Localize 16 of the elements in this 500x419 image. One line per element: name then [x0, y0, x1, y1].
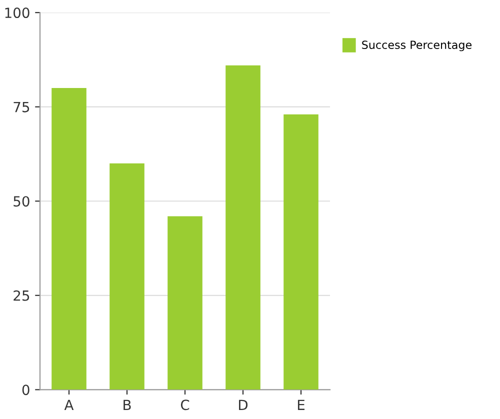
bar [52, 88, 86, 390]
bar [226, 65, 260, 390]
y-tick-label: 25 [14, 290, 30, 301]
x-tick-label: C [180, 400, 190, 410]
x-tick-label: A [64, 400, 74, 410]
y-tick-label: 50 [14, 196, 30, 207]
legend-label: Success Percentage [362, 40, 472, 52]
bar [110, 163, 144, 390]
x-tick-label: B [124, 400, 131, 410]
bar [168, 216, 202, 390]
y-tick-label: 0 [22, 384, 30, 396]
y-tick-label: 75 [14, 102, 30, 112]
y-tick-label: 100 [5, 8, 30, 18]
bar [284, 114, 318, 390]
x-tick-label: D [239, 400, 248, 410]
x-tick-label: E [298, 400, 304, 410]
